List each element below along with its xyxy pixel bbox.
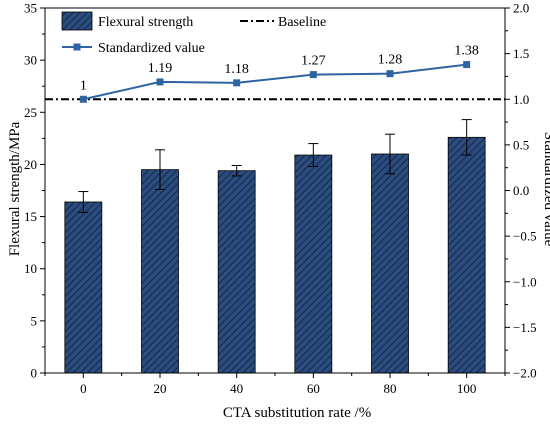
standardized-value-label-0: 1 [80, 78, 87, 93]
x-tick-label: 0 [80, 381, 87, 396]
y2-axis-title: Standardized value [541, 132, 550, 247]
x-tick-label: 80 [384, 381, 397, 396]
y2-tick-label: 2.0 [513, 1, 529, 16]
y2-tick-label: 0.0 [513, 183, 529, 198]
standardized-value-label-60: 1.27 [301, 54, 326, 69]
plot-frame [44, 7, 506, 374]
bar-60 [294, 154, 333, 374]
lines-layer: 1 1.19 1.18 1.27 1.28 1.38 [45, 44, 505, 103]
y-tick-label: 5 [31, 313, 38, 328]
axes-layer: 05101520253035−2.0−1.5−1.0−0.50.00.51.01… [24, 1, 537, 397]
legend-swatch-flexural-strength [61, 11, 93, 31]
standardized-value-point-20 [156, 78, 164, 86]
bar-20 [141, 169, 179, 374]
legend-marker-standardized-value [73, 43, 81, 51]
x-axis-title: CTA substitution rate /% [223, 405, 371, 421]
x-tick-label: 20 [154, 381, 167, 396]
y-tick-label: 30 [24, 53, 37, 68]
x-tick-label: 40 [230, 381, 243, 396]
standardized-value-point-100 [463, 61, 471, 69]
bar-0 [64, 201, 103, 374]
bars-layer [64, 136, 486, 374]
y2-tick-label: 1.0 [513, 92, 529, 107]
y2-tick-label: 1.5 [513, 46, 529, 61]
y-tick-label: 25 [24, 105, 37, 120]
standardized-value-line [83, 63, 467, 101]
standardized-value-label-40: 1.18 [224, 62, 249, 77]
legend-label-baseline: Baseline [278, 15, 326, 30]
standardized-value-label-80: 1.28 [378, 53, 403, 68]
standardized-value-label-100: 1.38 [454, 44, 479, 59]
bar-40 [217, 170, 256, 374]
bar-80 [371, 153, 409, 374]
y2-tick-label: −1.0 [513, 274, 537, 289]
y-tick-label: 20 [24, 157, 37, 172]
y-tick-label: 15 [24, 209, 37, 224]
x-tick-label: 60 [307, 381, 320, 396]
legend: Flexural strength Standardized value Bas… [61, 11, 326, 56]
y2-tick-label: −1.5 [513, 320, 537, 335]
standardized-value-point-80 [386, 70, 394, 78]
x-tick-label: 100 [457, 381, 477, 396]
standardized-value-point-60 [309, 71, 317, 79]
bar-100 [447, 136, 486, 374]
standardized-value-point-0 [79, 95, 87, 103]
error-bars-layer [78, 119, 472, 213]
standardized-value-point-40 [233, 79, 241, 87]
y2-tick-label: −2.0 [513, 366, 537, 381]
y-axis-title: Flexural strength/MPa [7, 121, 23, 256]
legend-label-standardized-value: Standardized value [98, 41, 205, 56]
legend-label-flexural-strength: Flexural strength [98, 15, 193, 30]
standardized-value-label-20: 1.19 [148, 61, 173, 76]
y2-tick-label: 0.5 [513, 137, 529, 152]
y2-tick-label: −0.5 [513, 229, 537, 244]
y-tick-label: 10 [24, 261, 37, 276]
y-tick-label: 35 [24, 1, 37, 16]
y-tick-label: 0 [31, 366, 38, 381]
